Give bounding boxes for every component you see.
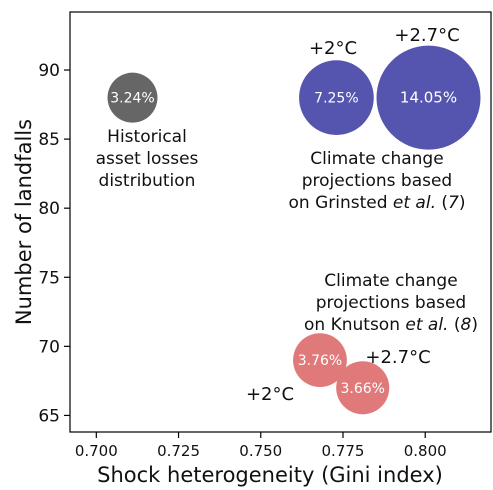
historical-line-1: Historical: [107, 127, 187, 147]
knutson-annotation: Climate change projections based on Knut…: [304, 271, 478, 335]
bubble-label: 14.05%: [400, 89, 457, 107]
x-axis-ticks: 0.700 0.725 0.750 0.775 0.800: [75, 432, 447, 460]
grinsted-ref-close: ): [459, 193, 466, 213]
historical-annotation: Historical asset losses distribution: [96, 127, 199, 191]
y-axis-ticks: 65 70 75 80 85 90: [38, 61, 70, 426]
bubble: [299, 60, 374, 136]
grinsted-line-2: projections based: [302, 171, 452, 191]
knutson-ref-close: ): [471, 315, 478, 335]
bubble-label: 7.25%: [314, 91, 358, 107]
grinsted-ref: 7: [448, 193, 459, 213]
x-tick-label: 0.725: [157, 442, 200, 460]
grinsted-annotation: Climate change projections based on Grin…: [288, 149, 465, 213]
knutson-line-3-prefix: on Knutson: [304, 315, 405, 335]
bubbles: 3.24% 7.25% 14.05% 3.76% 3.66%: [107, 45, 481, 415]
knutson-line-1: Climate change: [324, 271, 457, 291]
grinsted-line-3-prefix: on Grinsted: [288, 193, 392, 213]
x-tick-label: 0.800: [404, 442, 447, 460]
y-tick-label: 75: [38, 268, 60, 288]
bubble: [107, 72, 158, 123]
knutson-ref: 8: [461, 315, 472, 335]
grinsted-scenario-low-label: +2°C: [309, 38, 357, 59]
grinsted-scenario-high-label: +2.7°C: [394, 25, 459, 46]
x-tick-label: 0.700: [75, 442, 118, 460]
bubble-label: 3.24%: [110, 91, 154, 107]
bubble: [293, 333, 347, 388]
bubble: [376, 45, 481, 150]
grinsted-line-1: Climate change: [310, 149, 443, 169]
grinsted-ref-open: (: [436, 193, 448, 213]
bubble-label: 3.66%: [340, 381, 384, 397]
knutson-scenario-high-label: +2.7°C: [365, 347, 430, 368]
knutson-et-al: et al.: [405, 315, 448, 335]
y-axis-label: Number of landfalls: [12, 119, 36, 325]
knutson-ref-open: (: [448, 315, 460, 335]
y-tick-label: 85: [38, 130, 60, 150]
grinsted-et-al: et al.: [393, 193, 436, 213]
bubble: [336, 361, 390, 415]
y-tick-label: 70: [38, 337, 60, 357]
bubble-label: 3.76%: [298, 353, 342, 369]
knutson-scenario-low-label: +2°C: [246, 384, 294, 405]
plot-frame: [69, 11, 492, 433]
knutson-line-3: on Knutson et al. (8): [304, 315, 478, 335]
x-tick-label: 0.775: [322, 442, 365, 460]
x-tick-label: 0.750: [239, 442, 282, 460]
knutson-line-2: projections based: [316, 293, 466, 313]
y-tick-label: 65: [38, 406, 60, 426]
x-axis-label: Shock heterogeneity (Gini index): [97, 463, 443, 487]
historical-line-2: asset losses: [96, 149, 199, 169]
grinsted-line-3: on Grinsted et al. (7): [288, 193, 465, 213]
y-tick-label: 80: [38, 199, 60, 219]
historical-line-3: distribution: [99, 171, 196, 191]
y-tick-label: 90: [38, 61, 60, 81]
